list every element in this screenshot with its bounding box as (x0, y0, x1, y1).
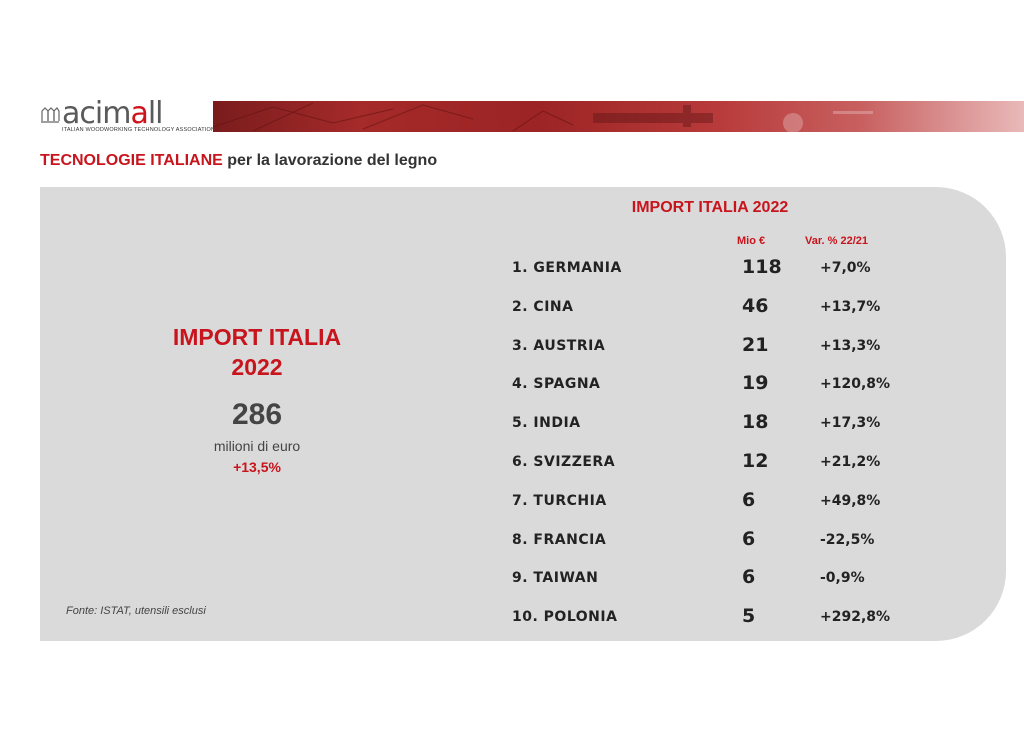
table-row: 6. SVIZZERA 12 +21,2% (512, 448, 932, 487)
content-card (40, 187, 1006, 641)
country-table: 1. GERMANIA 118 +7,0% 2. CINA 46 +13,7% … (512, 254, 932, 642)
import-change: +13,3% (820, 337, 881, 354)
source-note: Fonte: ISTAT, utensili esclusi (66, 605, 206, 617)
column-header-change: Var. % 22/21 (805, 235, 868, 247)
import-value: 21 (742, 333, 769, 356)
import-value: 6 (742, 488, 756, 511)
summary-title: IMPORT ITALIA 2022 (127, 322, 387, 382)
import-change: +7,0% (820, 260, 871, 276)
import-change: +120,8% (820, 376, 891, 393)
import-value: 5 (742, 605, 756, 628)
country-name: 4. SPAGNA (512, 376, 601, 393)
import-change: +13,7% (820, 298, 881, 315)
table-row: 1. GERMANIA 118 +7,0% (512, 254, 932, 293)
column-header-value: Mio € (737, 235, 766, 247)
import-change: +21,2% (820, 453, 881, 470)
acimall-logo: acimall ITALIAN WOODWORKING TECHNOLOGY A… (40, 96, 215, 136)
table-row: 3. AUSTRIA 21 +13,3% (512, 332, 932, 371)
page-subtitle: TECNOLOGIE ITALIANE per la lavorazione d… (40, 152, 438, 169)
table-row: 7. TURCHIA 6 +49,8% (512, 487, 932, 526)
country-name: 2. CINA (512, 298, 574, 315)
country-name: 6. SVIZZERA (512, 453, 616, 470)
country-name: 3. AUSTRIA (512, 337, 606, 354)
import-change: +49,8% (820, 492, 881, 509)
table-row: 9. TAIWAN 6 -0,9% (512, 564, 932, 603)
import-value: 12 (742, 449, 769, 472)
summary-title-line2: 2022 (231, 354, 283, 380)
import-change: +292,8% (820, 609, 891, 626)
table-row: 5. INDIA 18 +17,3% (512, 409, 932, 448)
import-value: 118 (742, 256, 782, 278)
total-import-value: 286 (231, 398, 283, 431)
import-change: -22,5% (820, 531, 875, 548)
total-import-unit: milioni di euro (213, 438, 301, 454)
import-value: 46 (742, 294, 769, 317)
header-banner-image (213, 101, 1024, 132)
country-name: 8. FRANCIA (512, 531, 607, 548)
logo-mark-icon (41, 107, 60, 123)
summary-title-line1: IMPORT ITALIA (172, 324, 342, 350)
table-title: IMPORT ITALIA 2022 (631, 199, 789, 216)
table-row: 10. POLONIA 5 +292,8% (512, 603, 932, 642)
table-row: 8. FRANCIA 6 -22,5% (512, 526, 932, 565)
logo-tagline: ITALIAN WOODWORKING TECHNOLOGY ASSOCIATI… (62, 127, 216, 133)
country-name: 5. INDIA (512, 415, 581, 432)
import-change: +17,3% (820, 415, 881, 432)
import-value: 6 (742, 527, 756, 550)
country-name: 9. TAIWAN (512, 570, 599, 587)
country-name: 7. TURCHIA (512, 492, 607, 509)
logo-wordmark: acimall (62, 96, 163, 131)
import-value: 18 (742, 411, 769, 434)
import-change: -0,9% (820, 570, 865, 587)
country-name: 1. GERMANIA (512, 260, 622, 276)
table-row: 4. SPAGNA 19 +120,8% (512, 370, 932, 409)
import-value: 19 (742, 372, 769, 395)
import-value: 6 (742, 566, 756, 589)
total-import-change: +13,5% (233, 459, 281, 475)
country-name: 10. POLONIA (512, 609, 618, 626)
table-row: 2. CINA 46 +13,7% (512, 293, 932, 332)
